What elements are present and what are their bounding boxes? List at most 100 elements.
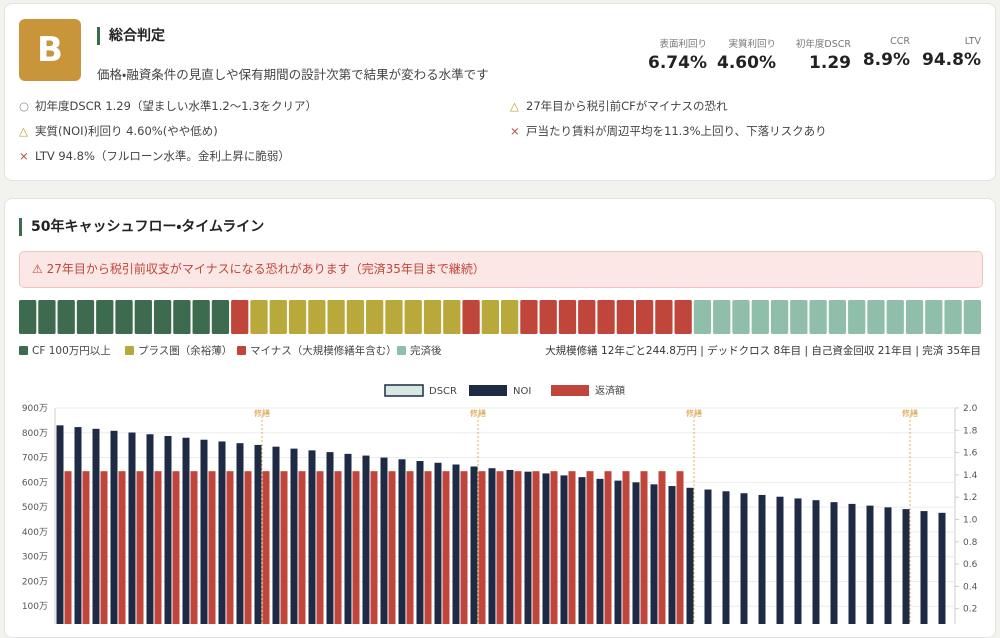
- bar: [568, 471, 576, 624]
- bar: [506, 469, 514, 624]
- check-text: LTV 94.8%（フルローン水準。金利上昇に脆弱）: [35, 149, 290, 163]
- check-item: △ 実質(NOI)利回り 4.60%(やや低め): [19, 123, 218, 139]
- y-tick-label: 500万: [22, 503, 48, 513]
- bar: [164, 435, 172, 624]
- bar: [424, 471, 432, 624]
- summary-card: B 総合判定 価格・融資条件の見直しや保有期間の設計次第で結果が変わる水準です …: [4, 3, 996, 181]
- bar: [532, 471, 540, 624]
- bar: [866, 505, 874, 624]
- timeline-cell: [134, 300, 152, 334]
- timeline-cell: [809, 300, 827, 334]
- y-tick-label: 600万: [22, 478, 48, 488]
- legend-label: 返済額: [595, 384, 625, 397]
- timeline-cell: [211, 300, 230, 334]
- bar: [632, 482, 640, 624]
- bar: [550, 471, 558, 624]
- legend-label: DSCR: [429, 386, 457, 397]
- timeline-cell: [38, 300, 56, 334]
- bar: [740, 493, 748, 624]
- alert: ⚠ 27年目から税引前収支がマイナスになる恐れがあります（完済35年目まで継続）: [19, 251, 983, 288]
- grade-badge: B: [19, 19, 81, 81]
- bar: [902, 509, 910, 624]
- timeline-cell: [173, 300, 191, 334]
- bar: [74, 427, 82, 624]
- legend-swatch: [469, 385, 507, 396]
- bar: [650, 484, 658, 624]
- bar: [326, 452, 334, 624]
- bar: [208, 471, 216, 624]
- bar: [434, 462, 442, 624]
- check-mark: ×: [510, 124, 520, 138]
- check-mark: △: [19, 124, 28, 138]
- bar: [614, 480, 622, 624]
- timeline-cell: [269, 300, 287, 334]
- legend-swatch: [19, 346, 28, 355]
- bar: [56, 425, 64, 624]
- bar: [172, 471, 180, 624]
- bar: [640, 471, 648, 624]
- bar: [542, 473, 550, 624]
- timeline-cell: [578, 300, 596, 334]
- timeline-cell: [635, 300, 654, 334]
- bar: [596, 478, 604, 624]
- metric-value: 4.60%: [717, 53, 776, 73]
- bar: [794, 498, 802, 624]
- bar: [226, 471, 234, 624]
- timeline-cell: [867, 300, 885, 334]
- bar: [776, 496, 784, 624]
- bar: [362, 455, 370, 624]
- bar: [442, 471, 450, 624]
- page: {"header": {"grade": "B", "title": "総合判定…: [4, 3, 996, 638]
- bar: [452, 464, 460, 624]
- timeline-cell: [713, 300, 731, 334]
- timeline-cell: [674, 300, 692, 334]
- bar: [334, 471, 342, 624]
- bar: [920, 511, 928, 624]
- bar: [884, 507, 892, 624]
- timeline-cell: [250, 300, 268, 334]
- timeline-cell: [693, 300, 712, 334]
- metric-value: 8.9%: [862, 50, 910, 70]
- bar: [128, 432, 136, 624]
- y2-tick-label: 0.2: [963, 605, 977, 615]
- timeline-cell: [153, 300, 172, 334]
- timeline-cell: [848, 300, 866, 334]
- bar: [82, 471, 90, 624]
- bar: [190, 471, 198, 624]
- bar: [658, 471, 666, 624]
- bar: [560, 475, 568, 624]
- bar: [622, 471, 630, 624]
- bar: [938, 512, 946, 624]
- y2-tick-label: 1.8: [963, 426, 978, 436]
- bar: [244, 471, 252, 624]
- check-text: 27年目から税引前CFがマイナスの恐れ: [526, 99, 728, 113]
- timeline-cell: [905, 300, 924, 334]
- bar: [388, 471, 396, 624]
- timeline-cell: [385, 300, 403, 334]
- bar: [308, 450, 316, 624]
- legend-label: プラス圏（余裕薄）: [138, 345, 233, 357]
- timeline-cell: [790, 300, 808, 334]
- bar: [218, 441, 226, 624]
- check-item: △ 27年目から税引前CFがマイナスの恐れ: [510, 98, 728, 114]
- bar: [236, 443, 244, 624]
- bar: [488, 468, 496, 624]
- metric: CCR 8.9%: [863, 36, 910, 70]
- check-mark: ○: [19, 99, 30, 113]
- timeline-cell: [404, 300, 422, 334]
- timeline-summary: 大規模修繕 12年ごと244.8万円 | デッドクロス 8年目 | 自己資金回収…: [545, 345, 981, 357]
- metric-label: LTV: [964, 36, 981, 47]
- check-item: × 戸当たり賃料が周辺平均を11.3%上回り、下落リスクあり: [510, 123, 827, 139]
- chart-legend: DSCR NOI 返済額: [384, 384, 625, 397]
- timeline-cell: [462, 300, 480, 334]
- check-mark: ×: [19, 149, 29, 163]
- y2-tick-label: 0.8: [963, 538, 978, 548]
- check-text: 初年度DSCR 1.29（望ましい水準1.2〜1.3をクリア）: [35, 99, 318, 113]
- bar: [722, 491, 730, 624]
- timeline-cell: [346, 300, 365, 334]
- legend-item: CF 100万円以上: [19, 343, 111, 358]
- timeline-cell: [886, 300, 904, 334]
- legend-swatch: [551, 385, 589, 396]
- timeline-cell: [423, 300, 442, 334]
- bar: [280, 471, 288, 624]
